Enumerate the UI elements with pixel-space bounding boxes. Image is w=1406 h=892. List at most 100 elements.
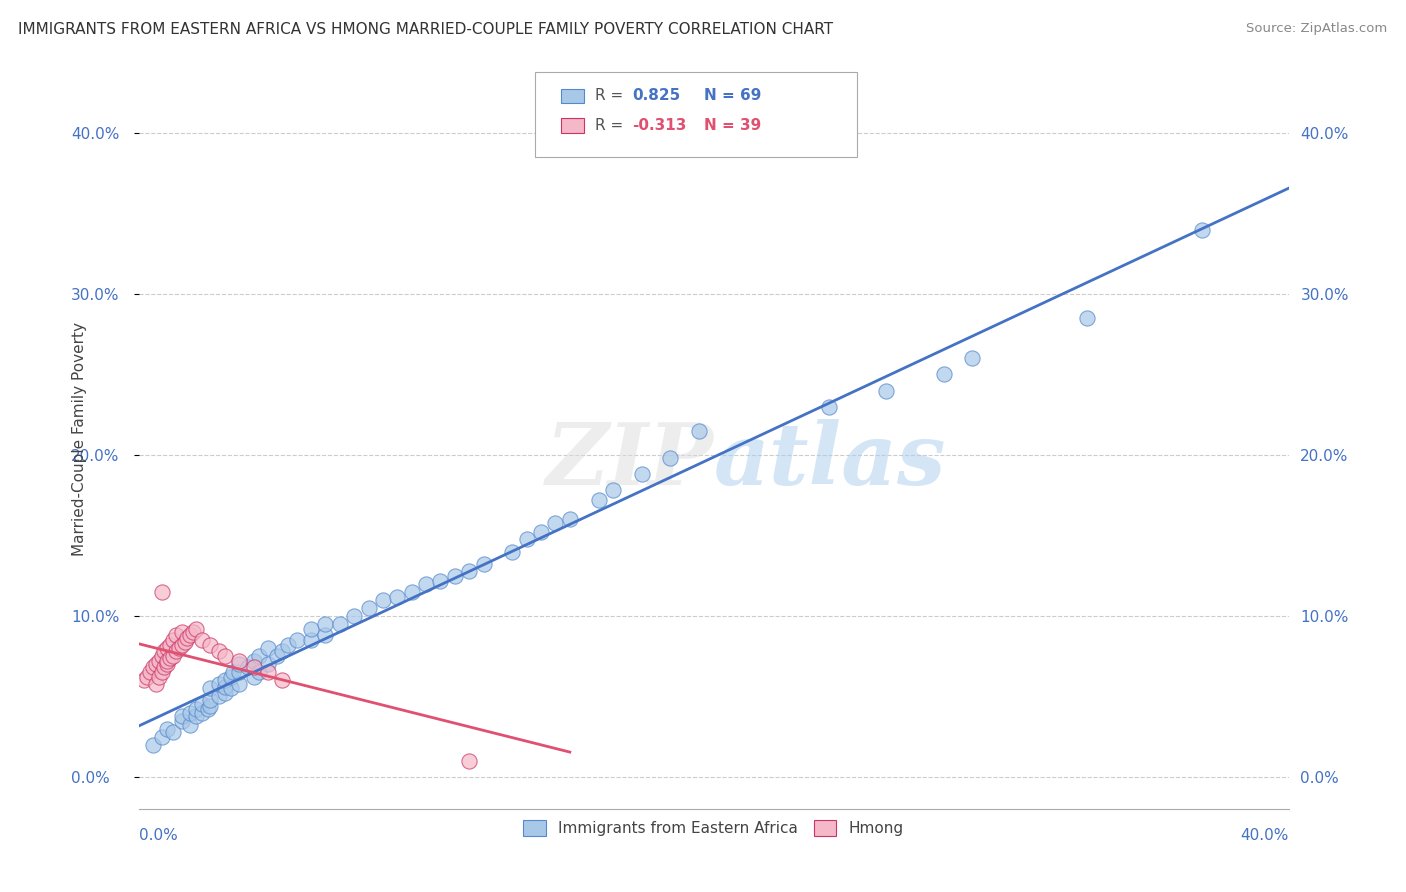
Point (191, 706, 214, 720)
Legend: Immigrants from Eastern Africa, Hmong: Immigrants from Eastern Africa, Hmong (517, 814, 910, 842)
Point (170, 714, 193, 728)
Point (148, 670, 170, 684)
Point (299, 633, 322, 648)
Point (156, 722, 179, 736)
Point (516, 532, 538, 546)
Text: 0.825: 0.825 (631, 88, 681, 103)
Point (191, 633, 214, 648)
Point (932, 368, 955, 382)
Point (1076, 311, 1098, 326)
Point (184, 622, 207, 636)
Point (156, 654, 179, 668)
Point (588, 493, 610, 508)
Point (181, 625, 204, 640)
Point (429, 574, 451, 588)
Point (142, 660, 165, 674)
Point (458, 564, 481, 578)
Point (200, 638, 222, 652)
Point (544, 516, 567, 530)
Point (156, 657, 179, 672)
Point (150, 730, 173, 744)
Point (167, 641, 190, 656)
Point (271, 644, 294, 658)
Point (247, 665, 270, 680)
Text: -0.313: -0.313 (631, 118, 686, 133)
Point (329, 617, 352, 632)
Point (214, 680, 236, 694)
Point (191, 698, 214, 712)
Point (176, 632, 198, 646)
Point (134, 673, 156, 688)
Point (558, 512, 581, 526)
Point (219, 681, 242, 696)
Point (228, 676, 250, 690)
Point (602, 483, 624, 498)
Point (242, 654, 264, 668)
Point (688, 424, 710, 438)
Point (415, 576, 437, 591)
Point (343, 609, 366, 624)
Point (247, 649, 270, 664)
Point (1191, 222, 1213, 236)
Point (257, 665, 280, 680)
Point (200, 681, 222, 696)
Point (630, 467, 652, 482)
Point (136, 670, 159, 684)
Point (222, 665, 245, 680)
Text: 40.0%: 40.0% (1240, 828, 1288, 843)
Point (257, 657, 280, 672)
Point (184, 702, 207, 716)
Point (148, 654, 170, 668)
Point (314, 628, 336, 642)
Point (443, 568, 465, 582)
Text: IMMIGRANTS FROM EASTERN AFRICA VS HMONG MARRIED-COUPLE FAMILY POVERTY CORRELATIO: IMMIGRANTS FROM EASTERN AFRICA VS HMONG … (18, 22, 834, 37)
Point (357, 600, 380, 615)
Point (214, 686, 236, 700)
Point (472, 558, 495, 572)
Point (242, 660, 264, 674)
Point (150, 584, 173, 599)
Point (314, 617, 336, 632)
Text: N = 39: N = 39 (704, 118, 762, 133)
FancyBboxPatch shape (561, 88, 583, 103)
Point (200, 692, 222, 706)
Point (208, 644, 231, 658)
Point (219, 670, 242, 684)
Point (179, 628, 201, 642)
Point (371, 592, 394, 607)
Point (162, 649, 184, 664)
Point (458, 754, 481, 768)
Point (501, 544, 523, 558)
Text: R =: R = (595, 118, 628, 133)
Point (228, 657, 250, 672)
Point (214, 649, 236, 664)
Point (387, 590, 409, 604)
Point (197, 702, 219, 716)
Point (165, 644, 187, 658)
Point (159, 638, 181, 652)
Point (156, 641, 179, 656)
Point (659, 451, 682, 466)
Point (257, 641, 280, 656)
Point (208, 676, 231, 690)
Point (208, 690, 231, 704)
Point (875, 384, 897, 398)
Point (200, 699, 222, 714)
Text: 0.0%: 0.0% (139, 828, 177, 843)
Point (266, 649, 288, 664)
Text: R =: R = (595, 88, 628, 103)
Point (179, 706, 201, 720)
Text: N = 69: N = 69 (704, 88, 762, 103)
Point (228, 654, 250, 668)
Point (179, 718, 201, 732)
Point (173, 634, 195, 648)
Y-axis label: Married-Couple Family Poverty: Married-Couple Family Poverty (72, 322, 87, 556)
Point (285, 633, 308, 648)
Point (153, 644, 176, 658)
Point (277, 638, 299, 652)
Point (184, 708, 207, 723)
Point (214, 673, 236, 688)
Point (401, 584, 423, 599)
FancyBboxPatch shape (536, 72, 858, 157)
Text: ZIP: ZIP (546, 419, 714, 503)
